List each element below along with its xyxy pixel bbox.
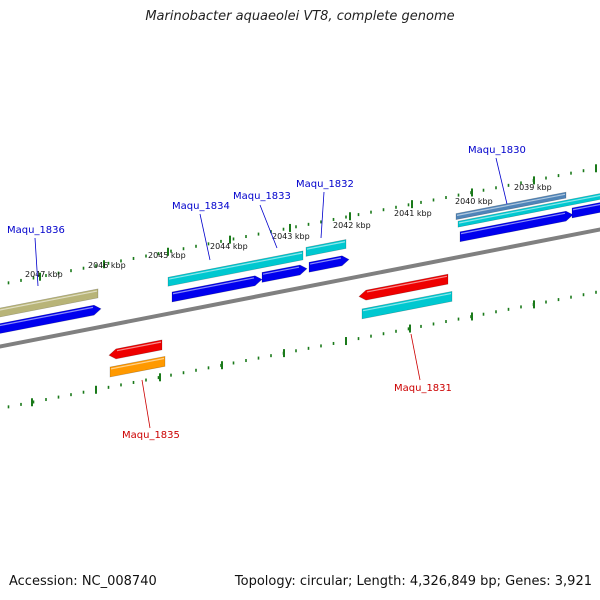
gene-block-red-shine	[116, 341, 162, 352]
gene-block-cyan-shine	[458, 194, 600, 224]
gene-block-red	[108, 339, 163, 360]
kbp-label: 2047 kbp	[25, 270, 63, 279]
gene-block-steel-shine	[456, 193, 566, 216]
gene-leader-line	[259, 204, 278, 249]
gene-label: Maqu_1836	[7, 225, 65, 236]
accession-text: Accession: NC_008740	[9, 574, 157, 589]
gene-leader-line	[34, 237, 39, 287]
kbp-label: 2045 kbp	[148, 251, 186, 260]
gene-block-blue	[261, 264, 308, 283]
gene-leader-line	[141, 379, 151, 429]
backbone-line	[0, 227, 600, 349]
gene-block-blue-shine	[262, 266, 300, 275]
gene-leader-line	[199, 213, 211, 261]
gene-block-cyan-shine	[362, 292, 452, 312]
gene-block-blue	[308, 255, 350, 273]
kbp-label: 2046 kbp	[88, 261, 126, 270]
gene-block-cyan-shine	[168, 252, 303, 280]
kbp-label: 2042 kbp	[333, 221, 371, 230]
gene-block-blue	[459, 210, 574, 243]
gene-block-blue-shine	[572, 203, 600, 211]
gene-label: Maqu_1835	[122, 430, 180, 441]
kbp-label: 2041 kbp	[394, 209, 432, 218]
gene-block-olive-shine	[0, 290, 98, 311]
gene-block-blue-shine	[309, 257, 342, 265]
gene-label: Maqu_1832	[296, 179, 354, 190]
kbp-label: 2039 kbp	[514, 183, 552, 192]
gene-block-blue	[171, 275, 263, 303]
gene-block-cyan-shine	[306, 241, 346, 250]
gene-block-orange-shine	[110, 357, 165, 370]
gene-leader-line	[410, 333, 421, 381]
gene-leader-line	[320, 191, 325, 239]
kbp-label: 2040 kbp	[455, 197, 493, 206]
gene-block-blue-shine	[172, 277, 255, 295]
gene-leader-line	[495, 157, 508, 205]
gene-block-red-shine	[366, 275, 448, 293]
gene-block-blue-shine	[460, 212, 566, 235]
map-title: Marinobacter aquaeolei VT8, complete gen…	[145, 9, 455, 24]
genome-summary-text: Topology: circular; Length: 4,326,849 bp…	[234, 574, 592, 589]
kbp-label: 2044 kbp	[210, 242, 248, 251]
kbp-label: 2043 kbp	[272, 232, 310, 241]
gene-label: Maqu_1833	[233, 191, 291, 202]
gene-label: Maqu_1831	[394, 383, 452, 394]
gene-label: Maqu_1830	[468, 145, 526, 156]
gene-block-blue	[0, 304, 102, 334]
gene-block-blue-shine	[0, 306, 94, 327]
gene-label: Maqu_1834	[172, 201, 230, 212]
